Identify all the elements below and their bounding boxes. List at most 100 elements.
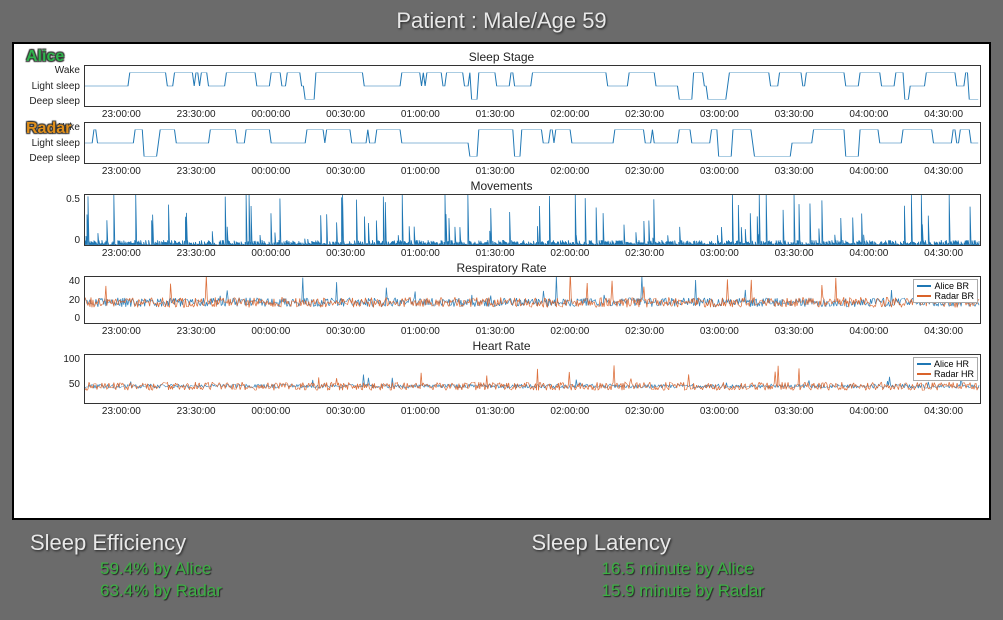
x-tick: 02:00:00: [533, 326, 608, 337]
x-tick: 03:00:00: [682, 326, 757, 337]
y-tick: 20: [69, 295, 80, 306]
x-tick: 00:00:00: [234, 326, 309, 337]
x-tick: 04:00:00: [832, 109, 907, 120]
latency-title: Sleep Latency: [532, 530, 974, 556]
x-tick: 23:00:00: [84, 326, 159, 337]
x-tick: 01:00:00: [383, 166, 458, 177]
legend-swatch: [917, 363, 931, 365]
x-axis-heart: 23:00:0023:30:0000:00:0000:30:0001:00:00…: [84, 404, 981, 417]
x-tick: 03:00:00: [682, 109, 757, 120]
x-tick: 04:30:00: [906, 406, 981, 417]
x-tick: 00:30:00: [308, 406, 383, 417]
y-tick: Light sleep: [32, 138, 80, 149]
x-tick: 03:00:00: [682, 166, 757, 177]
x-tick: 03:00:00: [682, 248, 757, 259]
x-tick: 02:00:00: [533, 166, 608, 177]
legend-swatch: [917, 295, 931, 297]
radar-label: Radar: [26, 120, 71, 138]
y-axis-movements: 0.50: [22, 194, 84, 246]
x-tick: 02:00:00: [533, 406, 608, 417]
x-tick: 03:30:00: [757, 326, 832, 337]
x-tick: 01:30:00: [458, 109, 533, 120]
efficiency-alice: 59.4% by Alice: [100, 558, 472, 580]
plot-heart: Alice HRRadar HR: [84, 354, 981, 404]
chart-alice-sleep-stage: Alice Sleep Stage WakeLight sleepDeep sl…: [22, 50, 981, 120]
legend-label: Radar HR: [934, 369, 974, 379]
y-tick: 50: [69, 379, 80, 390]
x-tick: 04:30:00: [906, 109, 981, 120]
legend-swatch: [917, 285, 931, 287]
x-tick: 03:30:00: [757, 166, 832, 177]
legend-row: Radar HR: [917, 369, 974, 379]
efficiency-radar: 63.4% by Radar: [100, 580, 472, 602]
footer-latency: Sleep Latency 16.5 minute by Alice 15.9 …: [532, 530, 974, 602]
y-tick: Light sleep: [32, 81, 80, 92]
chart-respiratory: Respiratory Rate 40200 Alice BRRadar BR …: [22, 261, 981, 337]
x-tick: 00:00:00: [234, 166, 309, 177]
x-tick: 23:00:00: [84, 109, 159, 120]
x-tick: 02:00:00: [533, 109, 608, 120]
x-tick: 23:30:00: [159, 109, 234, 120]
x-tick: 23:00:00: [84, 406, 159, 417]
legend-label: Alice BR: [934, 281, 969, 291]
plot-respiratory: Alice BRRadar BR: [84, 276, 981, 324]
alice-label: Alice: [26, 48, 64, 66]
x-tick: 02:30:00: [607, 166, 682, 177]
x-tick: 01:00:00: [383, 406, 458, 417]
legend: Alice BRRadar BR: [913, 279, 978, 303]
x-tick: 23:30:00: [159, 406, 234, 417]
x-tick: 00:30:00: [308, 109, 383, 120]
plot-movements: [84, 194, 981, 246]
x-tick: 02:30:00: [607, 406, 682, 417]
x-axis-radar: 23:00:0023:30:0000:00:0000:30:0001:00:00…: [84, 164, 981, 177]
plot-radar: [84, 122, 981, 164]
latency-alice: 16.5 minute by Alice: [602, 558, 974, 580]
y-tick: 0: [74, 313, 80, 324]
y-tick: Deep sleep: [29, 153, 80, 164]
footer-efficiency: Sleep Efficiency 59.4% by Alice 63.4% by…: [30, 530, 472, 602]
legend: Alice HRRadar HR: [913, 357, 978, 381]
latency-radar: 15.9 minute by Radar: [602, 580, 974, 602]
x-tick: 04:00:00: [832, 406, 907, 417]
x-tick: 00:30:00: [308, 326, 383, 337]
y-axis-alice: WakeLight sleepDeep sleep: [22, 65, 84, 107]
x-axis-alice: 23:00:0023:30:0000:00:0000:30:0001:00:00…: [84, 107, 981, 120]
legend-row: Alice HR: [917, 359, 974, 369]
x-tick: 01:30:00: [458, 166, 533, 177]
x-tick: 03:30:00: [757, 406, 832, 417]
y-tick: 0: [74, 235, 80, 246]
x-tick: 01:00:00: [383, 109, 458, 120]
x-tick: 00:00:00: [234, 406, 309, 417]
plot-alice: [84, 65, 981, 107]
chart-title-respiratory: Respiratory Rate: [22, 261, 981, 275]
x-tick: 03:30:00: [757, 248, 832, 259]
legend-swatch: [917, 373, 931, 375]
x-tick: 01:00:00: [383, 326, 458, 337]
x-tick: 23:00:00: [84, 166, 159, 177]
x-tick: 04:30:00: [906, 248, 981, 259]
chart-heart-rate: Heart Rate 10050 Alice HRRadar HR 23:00:…: [22, 339, 981, 417]
header: Patient : Male/Age 59: [0, 0, 1003, 38]
x-tick: 23:30:00: [159, 166, 234, 177]
x-tick: 02:30:00: [607, 109, 682, 120]
x-tick: 04:30:00: [906, 166, 981, 177]
x-axis-respiratory: 23:00:0023:30:0000:00:0000:30:0001:00:00…: [84, 324, 981, 337]
legend-row: Radar BR: [917, 291, 974, 301]
x-tick: 23:30:00: [159, 248, 234, 259]
y-tick: 0.5: [66, 194, 80, 205]
y-axis-respiratory: 40200: [22, 276, 84, 324]
x-axis-movements: 23:00:0023:30:0000:00:0000:30:0001:00:00…: [84, 246, 981, 259]
x-tick: 04:00:00: [832, 248, 907, 259]
chart-title-heart: Heart Rate: [22, 339, 981, 353]
footer: Sleep Efficiency 59.4% by Alice 63.4% by…: [0, 524, 1003, 602]
x-tick: 00:00:00: [234, 248, 309, 259]
patient-title: Patient : Male/Age 59: [396, 8, 606, 33]
y-axis-heart: 10050: [22, 354, 84, 404]
chart-title-movements: Movements: [22, 179, 981, 193]
legend-label: Radar BR: [934, 291, 974, 301]
x-tick: 00:00:00: [234, 109, 309, 120]
x-tick: 03:30:00: [757, 109, 832, 120]
chart-movements: Movements 0.50 23:00:0023:30:0000:00:000…: [22, 179, 981, 259]
y-tick: Deep sleep: [29, 96, 80, 107]
legend-row: Alice BR: [917, 281, 974, 291]
